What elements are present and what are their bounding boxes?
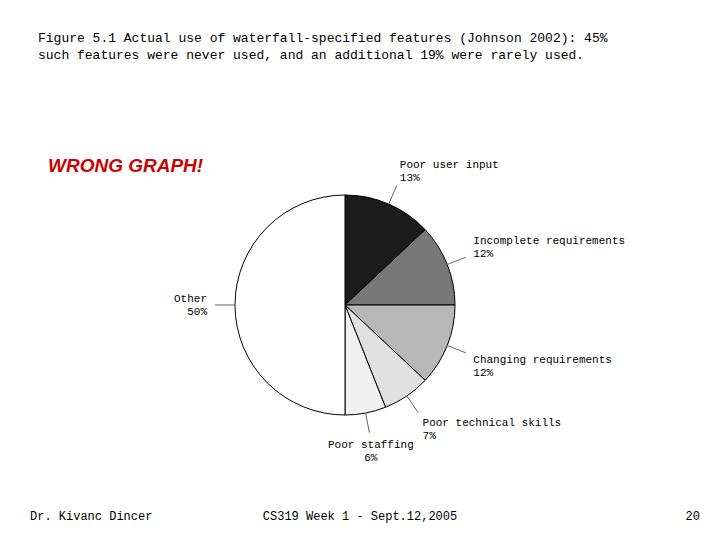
svg-text:Poor user input13%: Poor user input13% [400,159,499,184]
svg-text:Other50%: Other50% [174,293,207,318]
svg-text:Changing requirements12%: Changing requirements12% [473,354,612,379]
html-text:WRONG GRAPH!: WRONG GRAPH! [48,155,204,176]
html-text:Figure 5.1 Actual use of water: Figure 5.1 Actual use of waterfall-speci… [38,31,608,46]
html-text:Dr. Kivanc Dincer: Dr. Kivanc Dincer [30,510,153,524]
html-text:20: 20 [685,510,700,524]
html-text:CS319 Week 1 - Sept.12,2005: CS319 Week 1 - Sept.12,2005 [262,510,458,524]
svg-text:Poor staffing6%: Poor staffing6% [328,439,414,464]
svg-text:Incomplete requirements12%: Incomplete requirements12% [473,235,625,260]
svg-text:Poor technical skills7%: Poor technical skills7% [423,417,562,442]
html-text:such features were never used,: such features were never used, and an ad… [38,48,585,63]
